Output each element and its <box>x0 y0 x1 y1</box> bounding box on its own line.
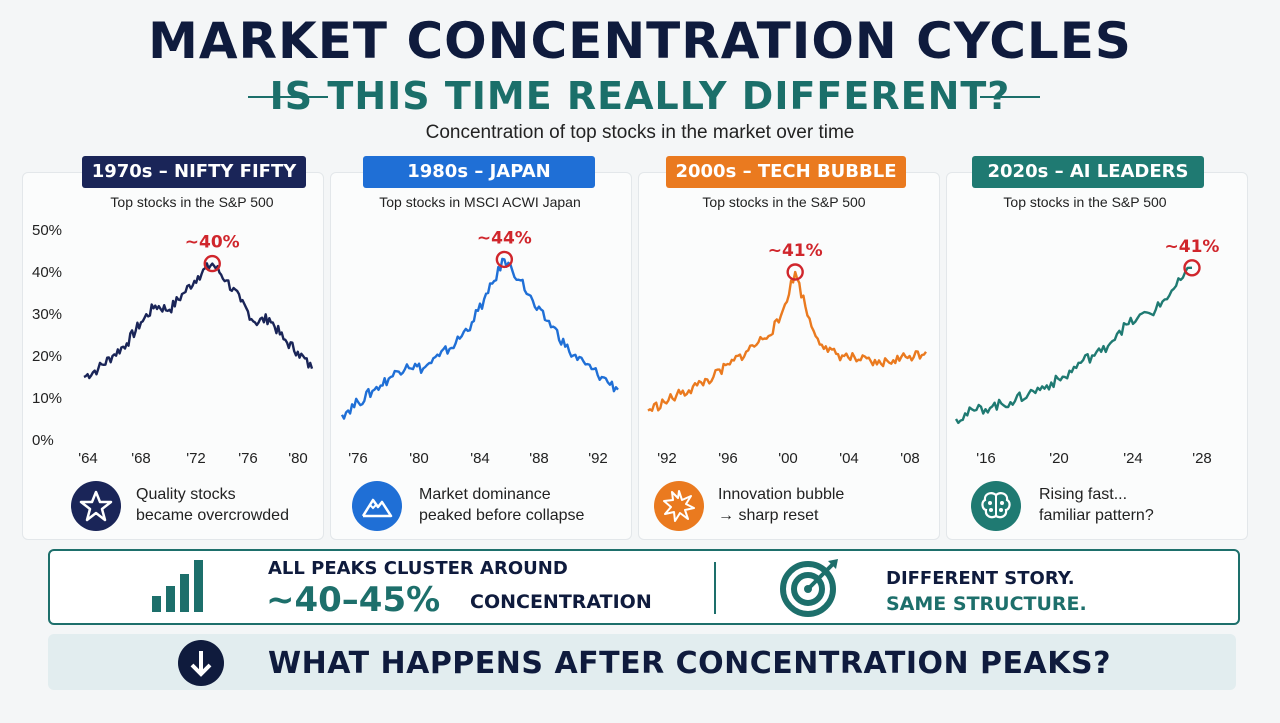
panel-title-nifty: 1970s – NIFTY FIFTY <box>82 156 306 188</box>
y-tick-label: 50% <box>32 222 62 239</box>
note-japan-line1: Market dominance <box>419 486 551 503</box>
summary-story: DIFFERENT STORY. <box>886 568 1075 589</box>
question-text: WHAT HAPPENS AFTER CONCENTRATION PEAKS? <box>268 646 1111 681</box>
x-tick-label: '20 <box>1049 450 1069 467</box>
summary-range: ~40–45% <box>266 580 441 620</box>
x-tick-label: '96 <box>718 450 738 467</box>
x-tick-label: '64 <box>78 450 98 467</box>
y-tick-label: 20% <box>32 348 62 365</box>
panel-subtitle-japan: Top stocks in MSCI ACWI Japan <box>379 194 581 210</box>
peak-label: ~44% <box>477 228 532 248</box>
x-tick-label: '84 <box>470 450 490 467</box>
note-ai: Rising fast... familiar pattern? <box>1039 484 1154 526</box>
panel-nifty-fifty <box>22 172 324 540</box>
burst-icon <box>654 481 704 531</box>
note-japan-line2: peaked before collapse <box>419 507 585 524</box>
x-tick-label: '80 <box>409 450 429 467</box>
note-nifty-line2: became overcrowded <box>136 507 289 524</box>
y-tick-label: 30% <box>32 306 62 323</box>
page-title: MARKET CONCENTRATION CYCLES <box>148 12 1132 70</box>
x-tick-label: '24 <box>1123 450 1143 467</box>
x-tick-label: '92 <box>657 450 677 467</box>
panel-title-tech: 2000s – TECH BUBBLE <box>666 156 906 188</box>
panel-subtitle-nifty: Top stocks in the S&P 500 <box>110 194 274 210</box>
x-tick-label: '00 <box>778 450 798 467</box>
peak-label: ~40% <box>185 233 240 253</box>
note-nifty-line1: Quality stocks <box>136 486 236 503</box>
question-banner <box>48 634 1236 690</box>
panel-tech-bubble <box>638 172 940 540</box>
arrow-down-icon <box>178 640 224 686</box>
x-tick-label: '08 <box>900 450 920 467</box>
target-icon <box>780 559 838 617</box>
y-tick-label: 10% <box>32 390 62 407</box>
brain-icon <box>971 481 1021 531</box>
x-tick-label: '04 <box>839 450 859 467</box>
note-tech: Innovation bubble → sharp reset <box>718 484 844 526</box>
note-ai-line1: Rising fast... <box>1039 486 1128 503</box>
star-icon <box>71 481 121 531</box>
panel-subtitle-tech: Top stocks in the S&P 500 <box>702 194 866 210</box>
x-tick-label: '28 <box>1192 450 1212 467</box>
series-line <box>340 257 619 420</box>
peak-label: ~41% <box>1165 237 1220 257</box>
panel-title-japan: 1980s – JAPAN <box>363 156 595 188</box>
panel-japan <box>330 172 632 540</box>
x-tick-label: '76 <box>238 450 258 467</box>
note-japan: Market dominance peaked before collapse <box>419 484 584 526</box>
note-nifty: Quality stocks became overcrowded <box>136 484 289 526</box>
tagline: Concentration of top stocks in the marke… <box>425 122 855 143</box>
note-ai-line2: familiar pattern? <box>1039 507 1154 524</box>
x-tick-label: '80 <box>288 450 308 467</box>
subtitle-rule-left <box>248 96 328 98</box>
mountain-icon <box>352 481 402 531</box>
page-subtitle: IS THIS TIME REALLY DIFFERENT? <box>269 74 1011 118</box>
panel-subtitle-ai: Top stocks in the S&P 500 <box>1003 194 1167 210</box>
note-tech-line2: → sharp reset <box>718 507 819 524</box>
peak-marker <box>786 263 804 281</box>
series-line <box>647 270 927 412</box>
summary-structure: SAME STRUCTURE. <box>886 593 1087 615</box>
peak-marker <box>203 254 221 273</box>
x-tick-label: '88 <box>529 450 549 467</box>
panel-title-ai: 2020s – AI LEADERS <box>972 156 1204 188</box>
peak-label: ~41% <box>768 241 823 261</box>
x-tick-label: '16 <box>976 450 996 467</box>
x-tick-label: '76 <box>348 450 368 467</box>
y-tick-label: 0% <box>32 432 54 449</box>
summary-box <box>48 549 1240 625</box>
x-tick-label: '68 <box>131 450 151 467</box>
peak-marker <box>495 250 514 269</box>
x-tick-label: '72 <box>186 450 206 467</box>
subtitle-rule-right <box>980 96 1040 98</box>
summary-divider <box>714 562 716 614</box>
bar-chart-icon <box>152 560 203 612</box>
note-tech-line1: Innovation bubble <box>718 486 845 503</box>
y-tick-label: 40% <box>32 264 62 281</box>
series-line <box>83 262 314 380</box>
peak-marker <box>1183 259 1201 277</box>
x-tick-label: '92 <box>588 450 608 467</box>
series-line <box>954 266 1192 425</box>
summary-concentration: CONCENTRATION <box>470 591 652 613</box>
summary-heading: ALL PEAKS CLUSTER AROUND <box>268 558 568 579</box>
